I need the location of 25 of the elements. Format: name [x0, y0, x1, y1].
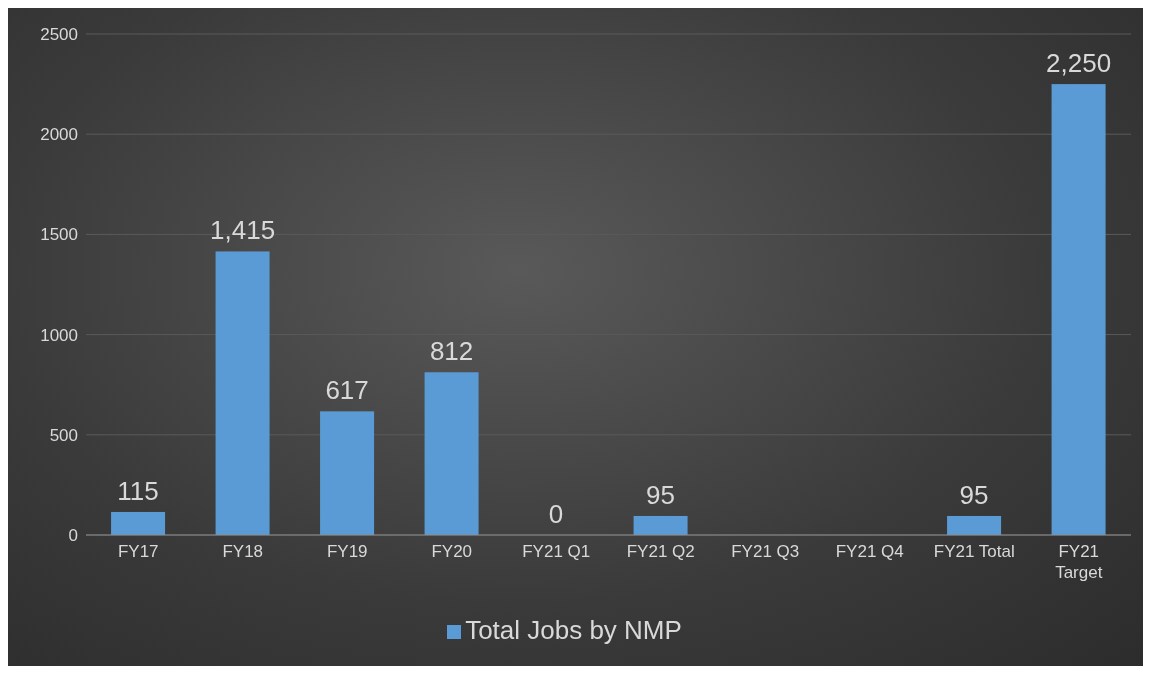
x-tick-label: FY18 [222, 542, 264, 561]
data-label: 0 [548, 499, 564, 529]
data-label: 95 [959, 479, 989, 510]
x-tick-label: FY17 [117, 542, 159, 561]
x-tick-label: FY20 [431, 542, 473, 561]
x-tick-label: FY21 Q3 [731, 542, 800, 561]
x-tick-label: FY21 Total [933, 542, 1015, 561]
data-label: 617 [325, 375, 369, 406]
x-tick-label: FY21 Q4 [835, 542, 904, 561]
data-label: 2,250 [1046, 48, 1112, 79]
x-tick-label: FY21 Q2 [626, 542, 695, 561]
y-tick-label: 2000 [40, 125, 78, 145]
x-tick-label: FY19 [326, 542, 368, 561]
data-label: 1,415 [210, 215, 276, 246]
data-label: 95 [646, 479, 676, 510]
legend-label: Total Jobs by NMP [465, 615, 682, 645]
y-tick-label: 500 [49, 425, 78, 445]
data-label: 812 [429, 336, 474, 367]
y-tick-label: 1000 [40, 325, 78, 345]
data-label: 115 [117, 475, 159, 506]
x-tick-label: FY21 Q1 [522, 542, 591, 561]
x-tick-label: FY21 Target [1055, 542, 1103, 582]
y-tick-label: 1500 [40, 225, 78, 245]
y-tick-label: 0 [68, 526, 78, 546]
y-tick-label: 2500 [40, 25, 78, 45]
